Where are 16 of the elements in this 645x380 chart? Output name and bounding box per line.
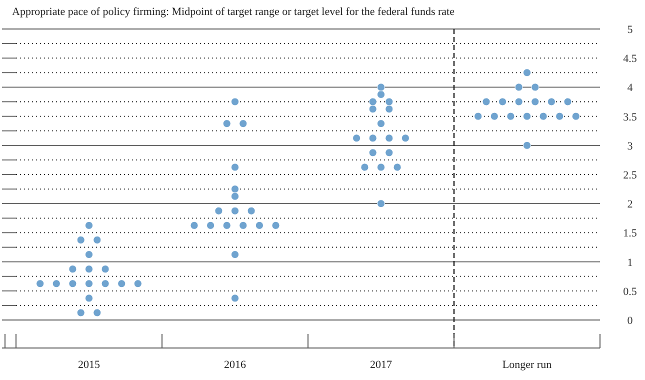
x-tick-label: 2016	[224, 359, 246, 371]
y-tick-label: 1.5	[623, 228, 638, 240]
x-tick-label: 2017	[370, 359, 392, 371]
y-tick-label: 1	[627, 256, 633, 269]
y-tick-label: 3.5	[623, 111, 638, 124]
y-tick-label: 4	[627, 82, 634, 94]
y-tick-label: 0.5	[623, 286, 638, 298]
y-tick-label: 0	[627, 315, 634, 327]
x-tick-label: 2015	[78, 359, 100, 371]
y-tick-label: 5	[627, 24, 634, 36]
x-tick-label: Longer run	[502, 359, 552, 371]
chart-title: Appropriate pace of policy firming: Midpoint of target range or target level for the federal funds rate	[12, 6, 455, 18]
y-tick-label: 4.5	[623, 53, 638, 66]
y-tick-label: 2.5	[623, 170, 638, 182]
y-tick-label: 2	[627, 198, 633, 211]
y-tick-label: 3	[627, 140, 634, 152]
